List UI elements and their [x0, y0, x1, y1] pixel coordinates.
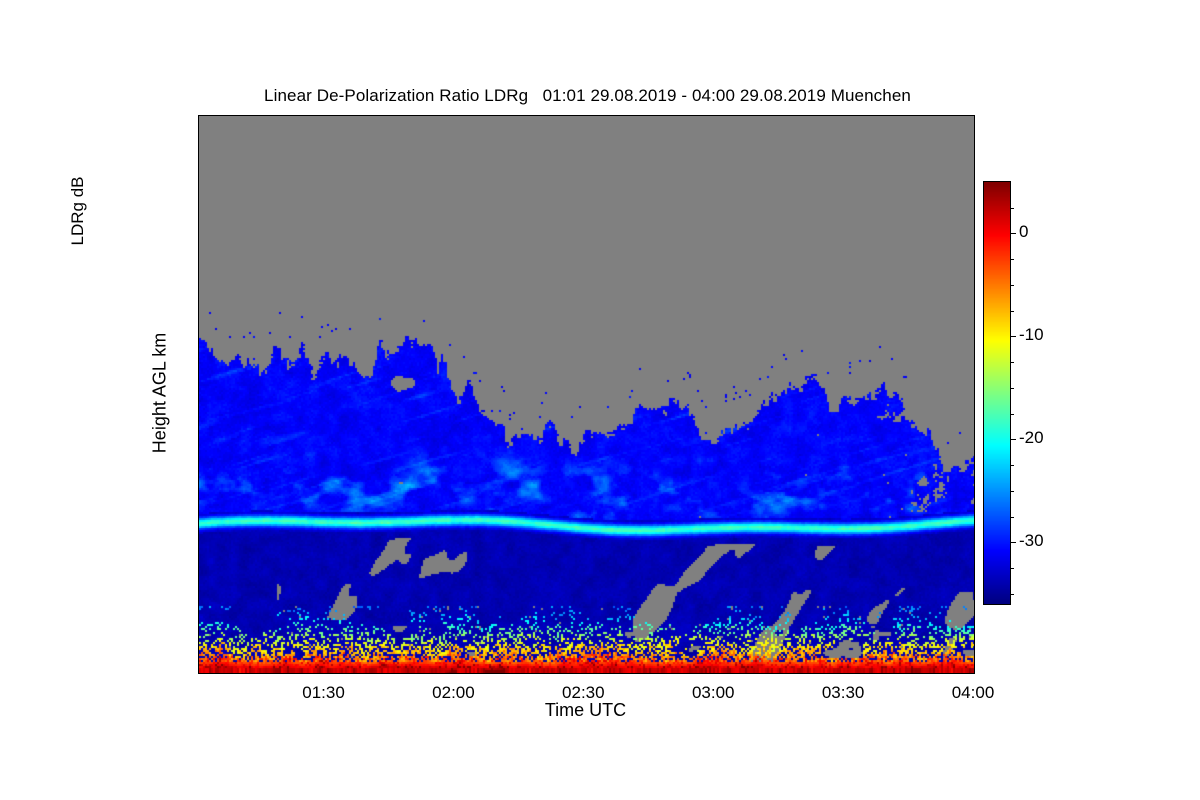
axis-tick: [454, 673, 455, 674]
axis-tick: [909, 115, 910, 116]
x-axis-title: Time UTC: [544, 700, 627, 720]
axis-tick: [325, 673, 326, 674]
axis-tick: [198, 486, 199, 487]
axis-tick: [974, 299, 975, 300]
page-title: Linear De-Polarization Ratio LDRg 01:01 …: [264, 86, 911, 105]
colorbar-tick-minor: [1010, 233, 1014, 235]
axis-tick: [909, 673, 910, 674]
axis-tick: [714, 115, 715, 116]
colorbar-tick-label: 0: [1019, 222, 1029, 242]
axis-tick: [779, 115, 780, 116]
colorbar-title: LDRg dB: [68, 176, 87, 246]
axis-tick: [584, 673, 585, 674]
heatmap-plot-area[interactable]: [198, 115, 975, 674]
axis-tick: [389, 673, 390, 674]
axis-tick: [844, 115, 845, 116]
axis-tick: [974, 579, 975, 580]
x-tick-label: 03:00: [691, 683, 735, 702]
colorbar-tick-minor: [1010, 413, 1014, 415]
axis-tick: [974, 626, 975, 627]
x-tick-label: 02:00: [432, 683, 475, 702]
axis-tick: [198, 439, 199, 440]
axis-tick: [198, 392, 199, 393]
colorbar-tick-minor: [1010, 362, 1014, 364]
x-tick-label: 01:30: [302, 683, 345, 702]
axis-tick: [198, 533, 199, 534]
axis-tick: [519, 115, 520, 116]
axis-tick: [974, 252, 975, 253]
ldr-heatmap-canvas: [199, 116, 974, 673]
axis-tick: [714, 673, 715, 674]
colorbar[interactable]: [983, 181, 1016, 605]
axis-tick: [198, 579, 199, 580]
axis-tick: [974, 205, 975, 206]
y-axis-title: Height AGL km: [149, 332, 170, 454]
axis-tick: [389, 115, 390, 116]
colorbar-tick-minor: [1010, 465, 1014, 467]
axis-tick: [519, 673, 520, 674]
colorbar-tick-minor: [1010, 259, 1014, 261]
colorbar-tick-minor: [1010, 310, 1014, 312]
colorbar-gradient: [984, 182, 1010, 604]
axis-tick: [198, 158, 199, 159]
axis-tick: [649, 115, 650, 116]
axis-tick: [974, 533, 975, 534]
colorbar-tick-minor: [1010, 593, 1014, 595]
axis-tick: [974, 392, 975, 393]
axis-tick: [974, 486, 975, 487]
axis-tick: [974, 345, 975, 346]
axis-tick: [844, 673, 845, 674]
colorbar-tick-minor: [1010, 207, 1014, 209]
colorbar-tick-minor: [1010, 336, 1014, 338]
colorbar-tick-minor: [1010, 516, 1014, 518]
x-tick-label: 03:30: [821, 683, 865, 702]
axis-tick: [198, 252, 199, 253]
axis-tick: [974, 158, 975, 159]
axis-tick: [649, 673, 650, 674]
colorbar-tick-label: -20: [1019, 428, 1044, 448]
axis-tick: [325, 115, 326, 116]
x-tick-label: 02:30: [562, 683, 605, 702]
colorbar-tick-minor: [1010, 439, 1014, 441]
colorbar-tick-label: -30: [1019, 531, 1044, 551]
axis-tick: [198, 626, 199, 627]
axis-tick: [974, 115, 975, 116]
axis-tick: [260, 115, 261, 116]
colorbar-tick-minor: [1010, 542, 1014, 544]
axis-tick: [260, 673, 261, 674]
colorbar-tick-minor: [1010, 490, 1014, 492]
colorbar-tick-minor: [1010, 284, 1014, 286]
axis-tick: [454, 115, 455, 116]
axis-tick: [974, 439, 975, 440]
axis-tick: [974, 673, 975, 674]
x-tick-label: 04:00: [951, 683, 995, 702]
colorbar-tick-minor: [1010, 387, 1014, 389]
axis-tick: [198, 205, 199, 206]
axis-tick: [198, 345, 199, 346]
axis-tick: [584, 115, 585, 116]
colorbar-tick-minor: [1010, 567, 1014, 569]
axis-tick: [779, 673, 780, 674]
colorbar-tick-label: -10: [1019, 325, 1044, 345]
axis-tick: [198, 299, 199, 300]
